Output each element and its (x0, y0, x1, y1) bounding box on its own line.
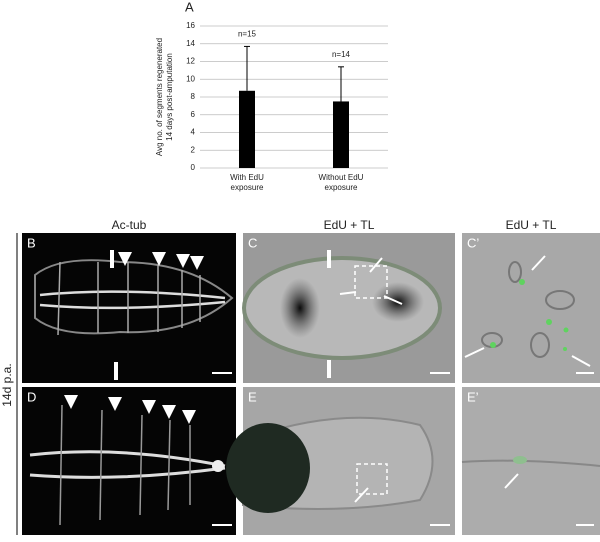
panel-label: D (27, 389, 36, 404)
y-tick-label: 8 (191, 92, 196, 101)
x-tick-label: Without EdU exposure (319, 173, 364, 192)
y-tick-label: 0 (191, 163, 196, 172)
y-tick-label: 2 (191, 145, 196, 154)
bar (239, 90, 255, 168)
error-bar (338, 66, 344, 102)
micrograph: C’ (462, 233, 600, 383)
y-tick-label: 4 (191, 128, 196, 137)
micrograph: C (242, 233, 455, 383)
y-tick-label: 16 (186, 21, 195, 30)
y-tick-label: 12 (186, 57, 195, 66)
column-title: Ac-tub (112, 218, 147, 232)
column-title: EdU + TL (324, 218, 375, 232)
row-label: 14d p.a. (0, 363, 14, 406)
column-title: EdU + TL (506, 218, 557, 232)
panel-label: E’ (467, 389, 479, 404)
panel-label: C (248, 235, 257, 250)
y-axis-label: Avg no. of segments regenerated (155, 38, 164, 156)
micrograph: E’ (461, 387, 600, 535)
micrograph: D (22, 387, 236, 535)
panel-label: A (185, 0, 194, 14)
bar (333, 101, 349, 168)
panel-label: C’ (467, 235, 479, 250)
annotation: n=14 (332, 50, 351, 59)
annotation: n=15 (238, 30, 257, 39)
y-axis-label: 14 days post-amputation (165, 53, 174, 141)
micrograph: B (22, 233, 236, 383)
panel-label: E (248, 389, 257, 404)
error-bar (244, 45, 250, 91)
panel-label: B (27, 235, 36, 250)
y-tick-label: 10 (186, 74, 195, 83)
y-tick-label: 6 (191, 110, 196, 119)
x-tick-label: With EdU exposure (230, 173, 264, 192)
micrograph: E (226, 387, 455, 535)
y-tick-label: 14 (186, 39, 195, 48)
